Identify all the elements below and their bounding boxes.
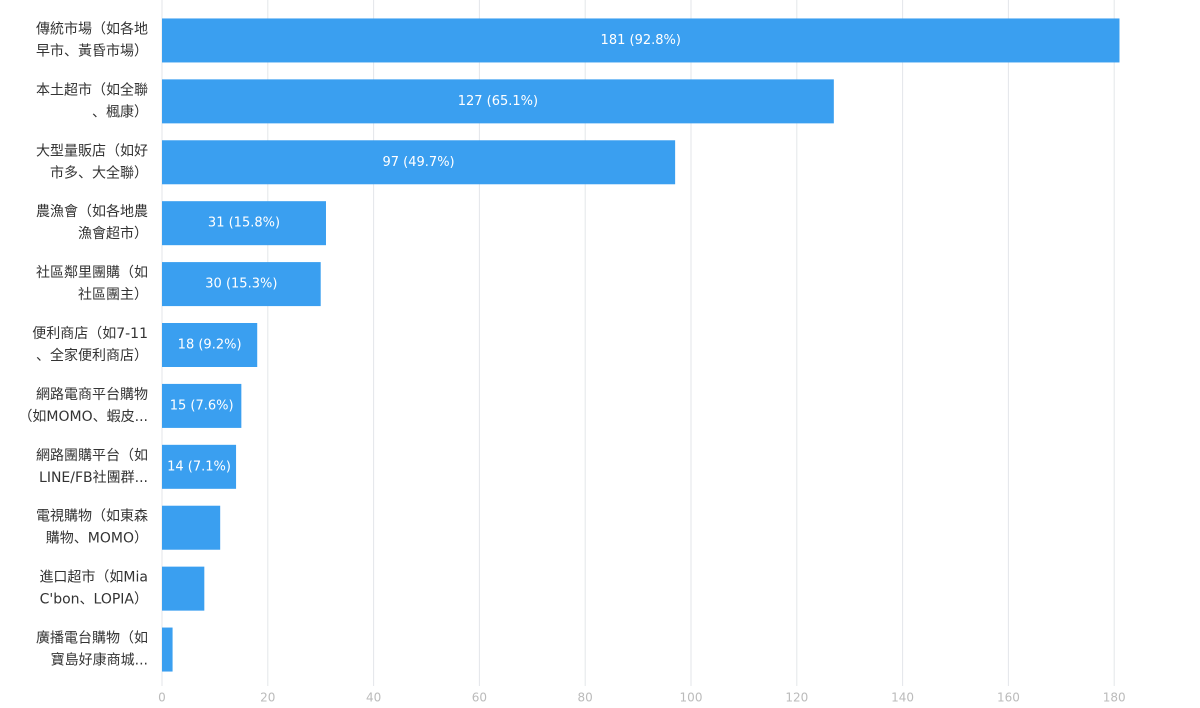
category-label: 大型量販店（如好: [36, 143, 148, 159]
bar: [162, 18, 1120, 63]
x-tick-label: 20: [260, 691, 275, 705]
x-tick-label: 60: [472, 691, 487, 705]
bar: [162, 444, 237, 489]
bar: [162, 140, 676, 185]
category-label: 市多、大全聯）: [50, 164, 148, 181]
bar: [162, 383, 242, 428]
value-label: 14 (7.1%): [167, 459, 231, 474]
bar: [162, 262, 321, 307]
bar: [162, 627, 173, 672]
x-tick-label: 140: [891, 691, 914, 705]
category-label: 、全家便利商店）: [36, 347, 148, 364]
x-tick-label: 160: [997, 691, 1020, 705]
category-label: 寶島好康商城...: [51, 652, 148, 669]
value-label: 18 (9.2%): [178, 338, 242, 353]
x-tick-label: 40: [366, 691, 381, 705]
value-label: 127 (65.1%): [458, 94, 538, 109]
bar: [162, 566, 205, 611]
value-label: 15 (7.6%): [170, 398, 234, 413]
value-label: 31 (15.8%): [208, 216, 280, 231]
category-label: 早市、黃昏市場）: [36, 42, 148, 59]
category-label: 傳統市場（如各地: [36, 20, 148, 37]
category-label: 便利商店（如7-11: [32, 326, 148, 342]
bar: [162, 79, 834, 124]
category-label: 網路電商平台購物: [36, 387, 148, 403]
value-label: 97 (49.7%): [383, 155, 455, 170]
category-label: 、楓康）: [92, 103, 148, 120]
bar: [162, 201, 326, 246]
category-label: LINE/FB社團群...: [39, 470, 148, 486]
category-label: 本土超市（如全聯: [36, 81, 148, 98]
category-label: 電視購物（如東森: [36, 509, 148, 525]
x-tick-label: 180: [1103, 691, 1126, 705]
category-label: 廣播電台購物（如: [36, 630, 148, 647]
category-label: 社區鄰里團購（如: [36, 265, 148, 281]
x-tick-label: 120: [785, 691, 808, 705]
category-label: 網路團購平台（如: [36, 448, 148, 464]
category-label: 農漁會（如各地農: [36, 204, 148, 220]
bar: [162, 323, 258, 367]
category-label: （如MOMO、蝦皮...: [18, 409, 148, 425]
value-label: 181 (92.8%): [601, 33, 681, 48]
x-tick-label: 100: [680, 691, 703, 705]
value-label: 30 (15.3%): [205, 277, 277, 292]
category-label: 社區團主）: [78, 287, 148, 303]
bar: [162, 505, 221, 550]
category-label: 進口超市（如Mia: [39, 569, 148, 586]
x-tick-label: 80: [578, 691, 593, 705]
x-tick-label: 0: [158, 691, 166, 705]
category-label: C'bon、LOPIA）: [40, 592, 148, 608]
category-label: 漁會超市）: [78, 225, 148, 242]
category-label: 購物、MOMO）: [46, 531, 148, 547]
